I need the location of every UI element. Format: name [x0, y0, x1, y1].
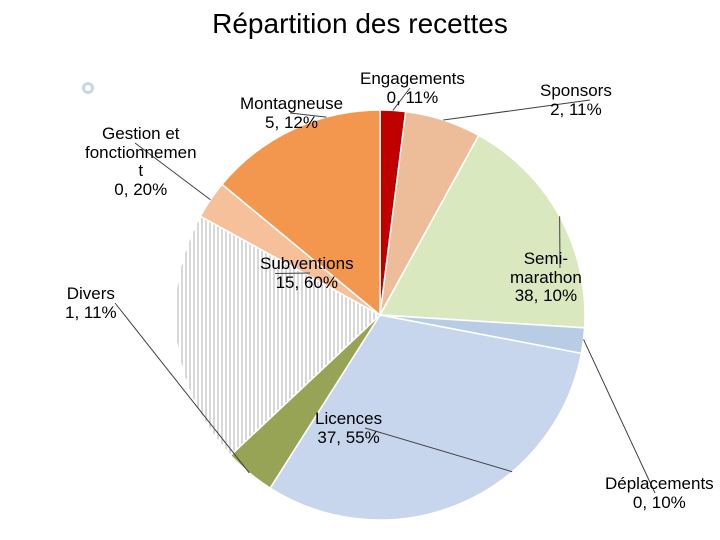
- label-divers: Divers 1, 11%: [65, 285, 117, 322]
- label-licences: Licences 37, 55%: [315, 410, 382, 447]
- decor-bullet-icon: [80, 80, 96, 96]
- label-semimarathon: Semi- marathon 38, 10%: [510, 250, 582, 306]
- label-sponsors: Sponsors 2, 11%: [540, 82, 612, 119]
- label-subventions: Subventions 15, 60%: [260, 255, 354, 292]
- label-montagneuse: Montagneuse 5, 12%: [240, 95, 343, 132]
- label-gestion: Gestion et fonctionnemen t 0, 20%: [85, 125, 197, 200]
- leader-deplacements: [584, 339, 655, 493]
- label-engagements: Engagements 0, 11%: [360, 70, 465, 107]
- label-deplacements: Déplacements 0, 10%: [605, 475, 714, 512]
